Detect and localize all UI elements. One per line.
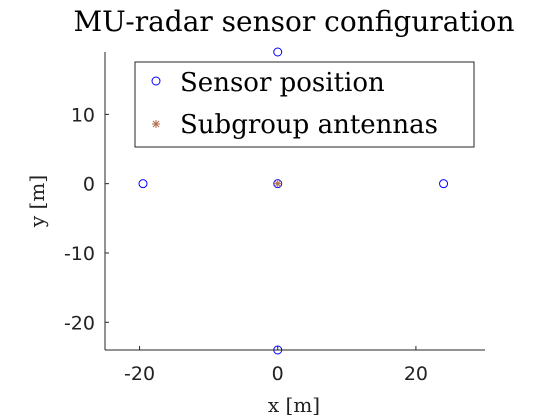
y-tick-label: -20	[64, 312, 95, 334]
sensor-position-point	[439, 179, 449, 189]
y-tick-label: 10	[71, 104, 95, 126]
sensor-position-point	[138, 179, 148, 189]
ticks: -20 0 20 -20 -10 0 10	[64, 104, 428, 385]
y-axis-label: y [m]	[25, 175, 49, 228]
x-axis-label: x [m]	[268, 393, 320, 417]
legend: Sensor position Subgroup antennas	[134, 61, 475, 148]
legend-label-subgroup-antennas: Subgroup antennas	[180, 110, 438, 140]
y-tick-label: 0	[83, 174, 95, 196]
legend-marker-subgroup-antennas	[152, 120, 160, 128]
subgroup-antenna-point	[273, 179, 282, 188]
sensor-position-point	[273, 47, 283, 57]
legend-label-sensor-position: Sensor position	[180, 68, 385, 98]
axes	[104, 52, 485, 351]
x-tick-label: 0	[272, 363, 284, 385]
x-tick-label: 20	[404, 363, 428, 385]
legend-box	[134, 61, 475, 148]
sensor-position-point	[273, 345, 283, 355]
data-points	[138, 47, 449, 355]
y-tick-label: -10	[64, 243, 95, 265]
legend-marker-sensor-position	[151, 76, 161, 86]
x-tick-label: -20	[124, 363, 155, 385]
chart-title: MU-radar sensor configuration	[73, 5, 514, 38]
